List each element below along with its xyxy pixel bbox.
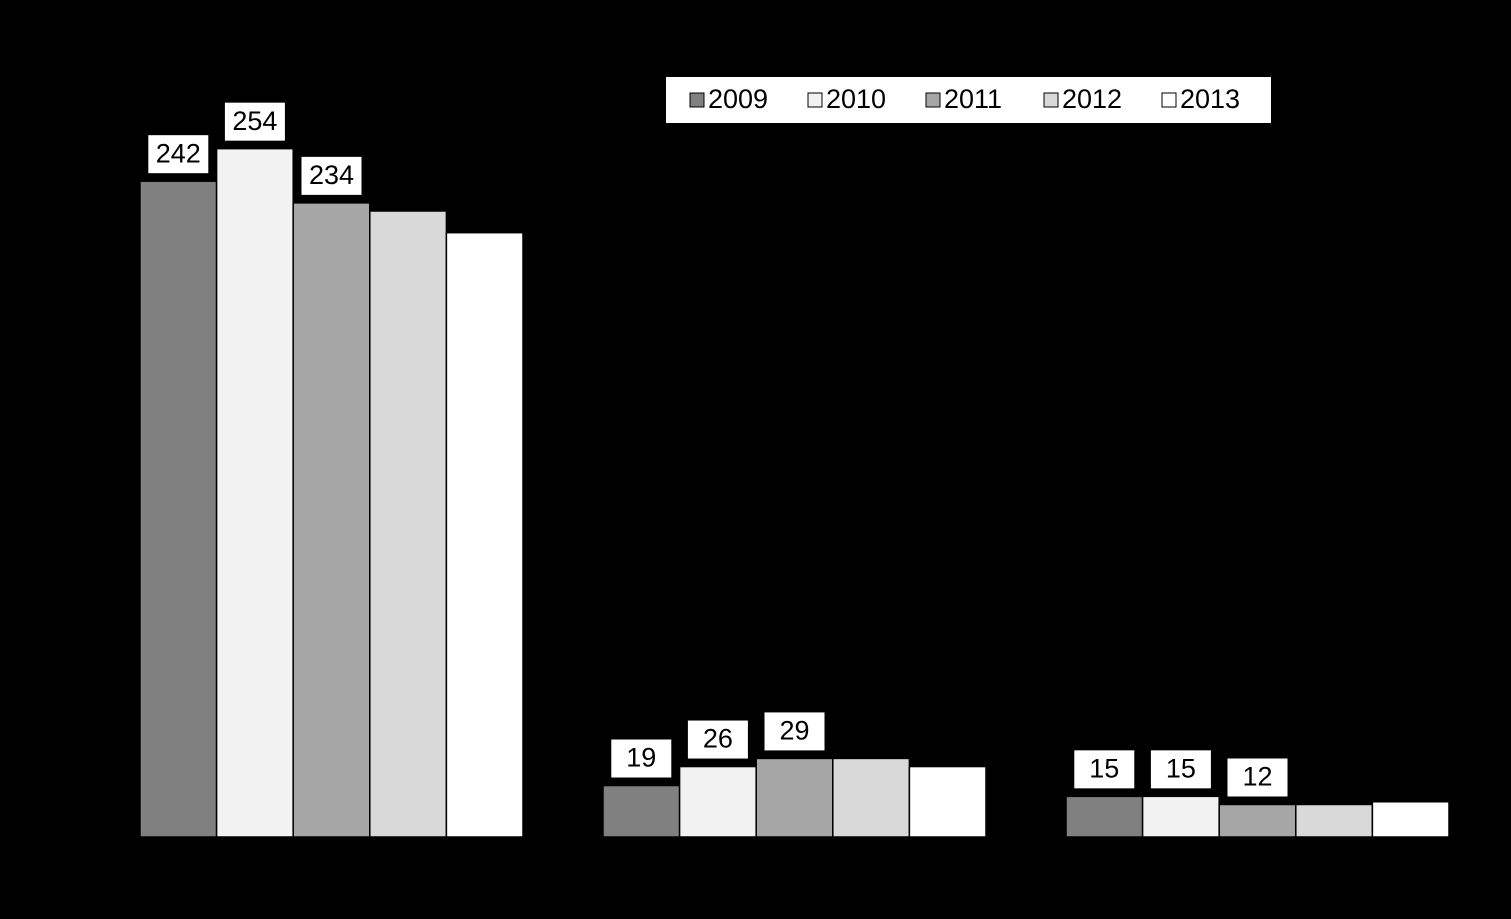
data-label-box [1227, 758, 1288, 797]
data-label: 242 [156, 138, 201, 168]
bar [1141, 795, 1220, 838]
bar [1218, 803, 1297, 838]
data-label-box [148, 135, 209, 174]
data-label-box [764, 712, 825, 751]
legend-label: 2013 [1180, 84, 1240, 114]
legend-swatch [807, 92, 823, 108]
data-label: 254 [232, 106, 277, 136]
bar [908, 765, 987, 838]
bar [369, 210, 448, 838]
bar [1371, 801, 1450, 838]
legend-label: 2009 [708, 84, 768, 114]
data-label-box [611, 739, 672, 778]
legend-swatch [1161, 92, 1177, 108]
data-label: 15 [1089, 753, 1119, 783]
data-label-box [224, 102, 285, 141]
data-label-box [687, 720, 748, 759]
legend-swatch [689, 92, 705, 108]
legend-swatch [925, 92, 941, 108]
bar [602, 784, 681, 838]
data-label-box [301, 156, 362, 195]
data-label: 15 [1166, 753, 1196, 783]
bar [139, 180, 218, 838]
bar [445, 231, 524, 838]
bar [678, 765, 757, 838]
data-label: 29 [779, 716, 809, 746]
bar [215, 147, 294, 838]
legend-label: 2010 [826, 84, 886, 114]
data-label-box [1150, 750, 1211, 789]
bar [1065, 795, 1144, 838]
bar [832, 757, 911, 838]
data-label: 26 [703, 724, 733, 754]
bar [292, 202, 371, 838]
data-label: 12 [1242, 762, 1272, 792]
data-label-box [1074, 750, 1135, 789]
legend-label: 2011 [944, 84, 1002, 114]
data-label: 19 [626, 743, 656, 773]
legend-label: 2012 [1062, 84, 1122, 114]
bar [1295, 803, 1374, 838]
data-label: 234 [309, 160, 354, 190]
legend-swatch [1043, 92, 1059, 108]
bar [755, 757, 834, 838]
